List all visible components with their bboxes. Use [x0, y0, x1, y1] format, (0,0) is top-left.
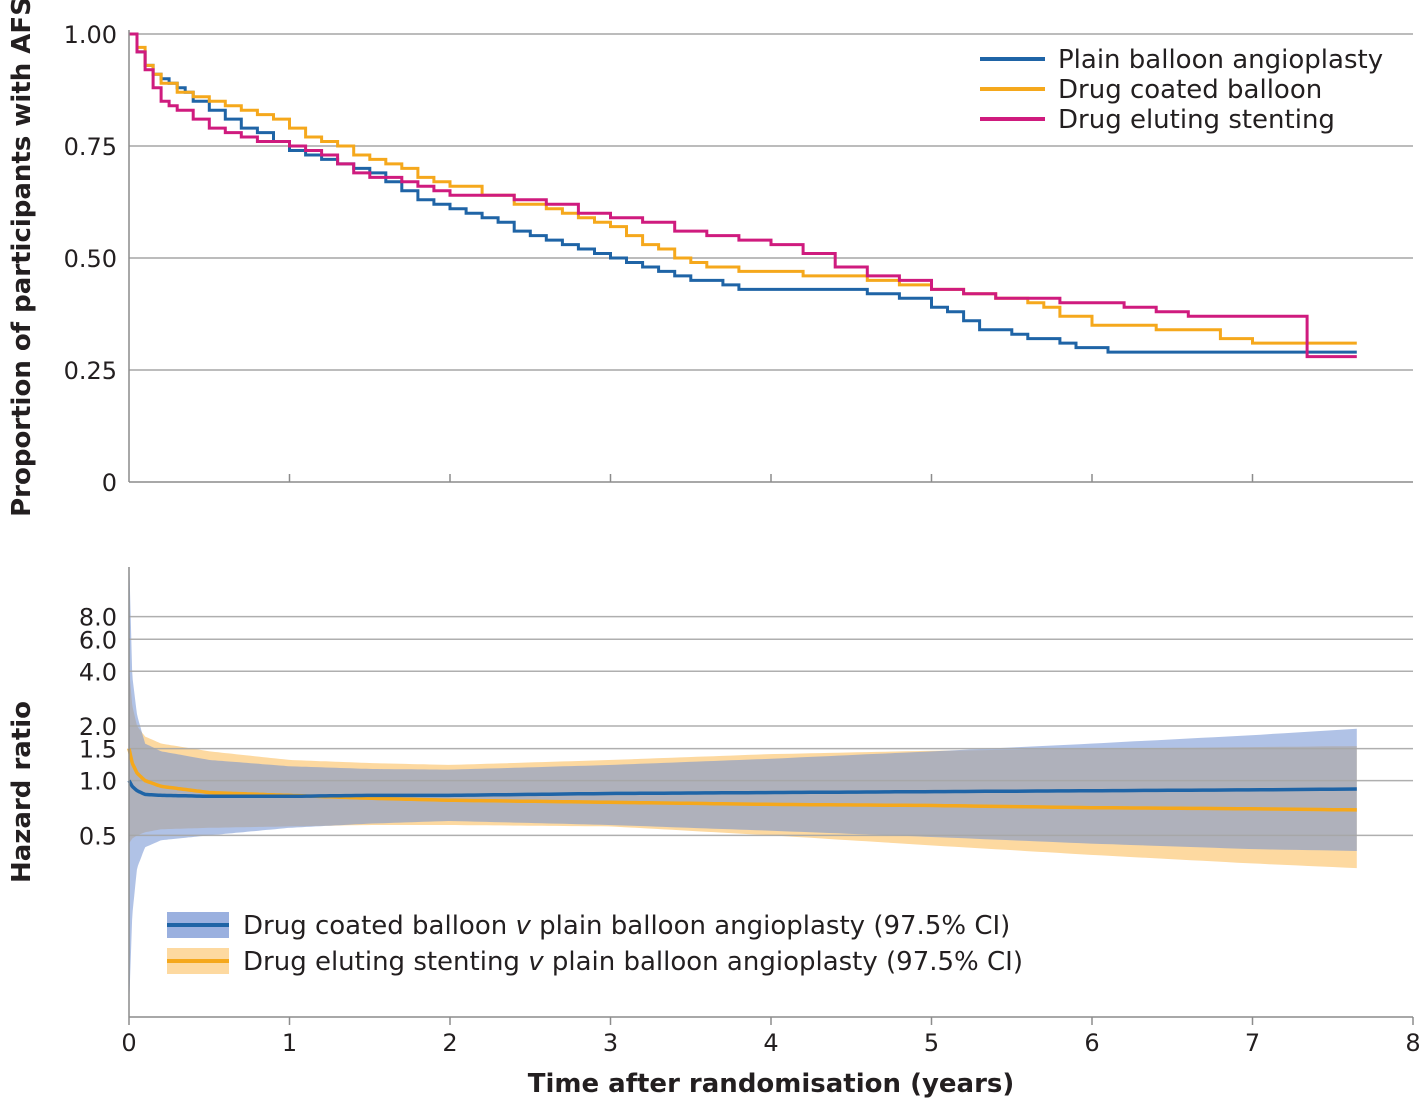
hazard-ci-bands	[129, 567, 1357, 1010]
hazard-legend: Drug coated balloon v plain balloon angi…	[167, 911, 1023, 977]
x-tick-label: 0	[121, 1029, 136, 1057]
hazard-y-tick-label: 1.5	[79, 736, 117, 764]
legend-label: Drug eluting stenting	[1058, 105, 1335, 135]
legend-label: Drug coated balloon v plain balloon angi…	[243, 911, 1010, 941]
km-y-tick-label: 0.25	[64, 357, 117, 385]
km-curves	[129, 32, 1357, 359]
x-tick-label: 3	[603, 1029, 618, 1057]
x-tick-label: 6	[1084, 1029, 1099, 1057]
km-y-tick-label: 1.00	[64, 21, 117, 49]
hazard-gridlines	[129, 615, 1413, 837]
x-axis-title: Time after randomisation (years)	[528, 1069, 1015, 1099]
hazard-y-tick-label: 1.0	[79, 768, 117, 796]
hazard-y-tick-label: 2.0	[79, 713, 117, 741]
ci-band-0	[129, 567, 1357, 1010]
legend-label: Plain balloon angioplasty	[1058, 45, 1383, 75]
legend-label: Drug coated balloon	[1058, 75, 1322, 105]
hazard-panel: 0.5 1.0 1.52.0 4.0 6.08.0 0 1 2 3 4 5 6 7 8 Hazard r…	[7, 567, 1421, 1099]
legend-label: Drug eluting stenting v plain balloon an…	[243, 947, 1023, 977]
km-y-axis-title: Proportion of participants with AFS	[7, 0, 37, 517]
hazard-line-1	[127, 748, 1357, 812]
km-y-tick-label: 0	[102, 469, 117, 497]
km-curve-2	[129, 32, 1357, 359]
km-y-ticks: 0 0.25 0.50 0.75 1.00	[64, 21, 117, 497]
x-tick-label: 7	[1245, 1029, 1260, 1057]
hazard-y-tick-label: 4.0	[79, 658, 117, 686]
km-x-ticks	[288, 474, 1254, 482]
hazard-lines	[127, 748, 1357, 812]
x-tick-label: 8	[1405, 1029, 1420, 1057]
x-tick-label: 4	[763, 1029, 778, 1057]
km-y-tick-label: 0.75	[64, 133, 117, 161]
hazard-y-tick-label: 8.0	[79, 604, 117, 632]
hazard-y-axis-title: Hazard ratio	[7, 701, 37, 883]
hazard-y-tick-label: 6.0	[79, 626, 117, 654]
hazard-line-0	[127, 779, 1357, 799]
x-tick-label: 5	[924, 1029, 939, 1057]
hazard-y-ticks: 0.5 1.0 1.52.0 4.0 6.08.0	[79, 604, 117, 851]
hazard-y-tick-label: 0.5	[79, 822, 117, 850]
km-curve-0	[129, 32, 1357, 354]
hazard-x-ticks: 0 1 2 3 4 5 6 7 8	[121, 1017, 1421, 1057]
x-tick-label: 1	[282, 1029, 297, 1057]
x-tick-label: 2	[442, 1029, 457, 1057]
km-y-tick-label: 0.50	[64, 245, 117, 273]
km-panel: 0 0.25 0.50 0.75 1.00 Proportion of particip…	[7, 0, 1413, 517]
